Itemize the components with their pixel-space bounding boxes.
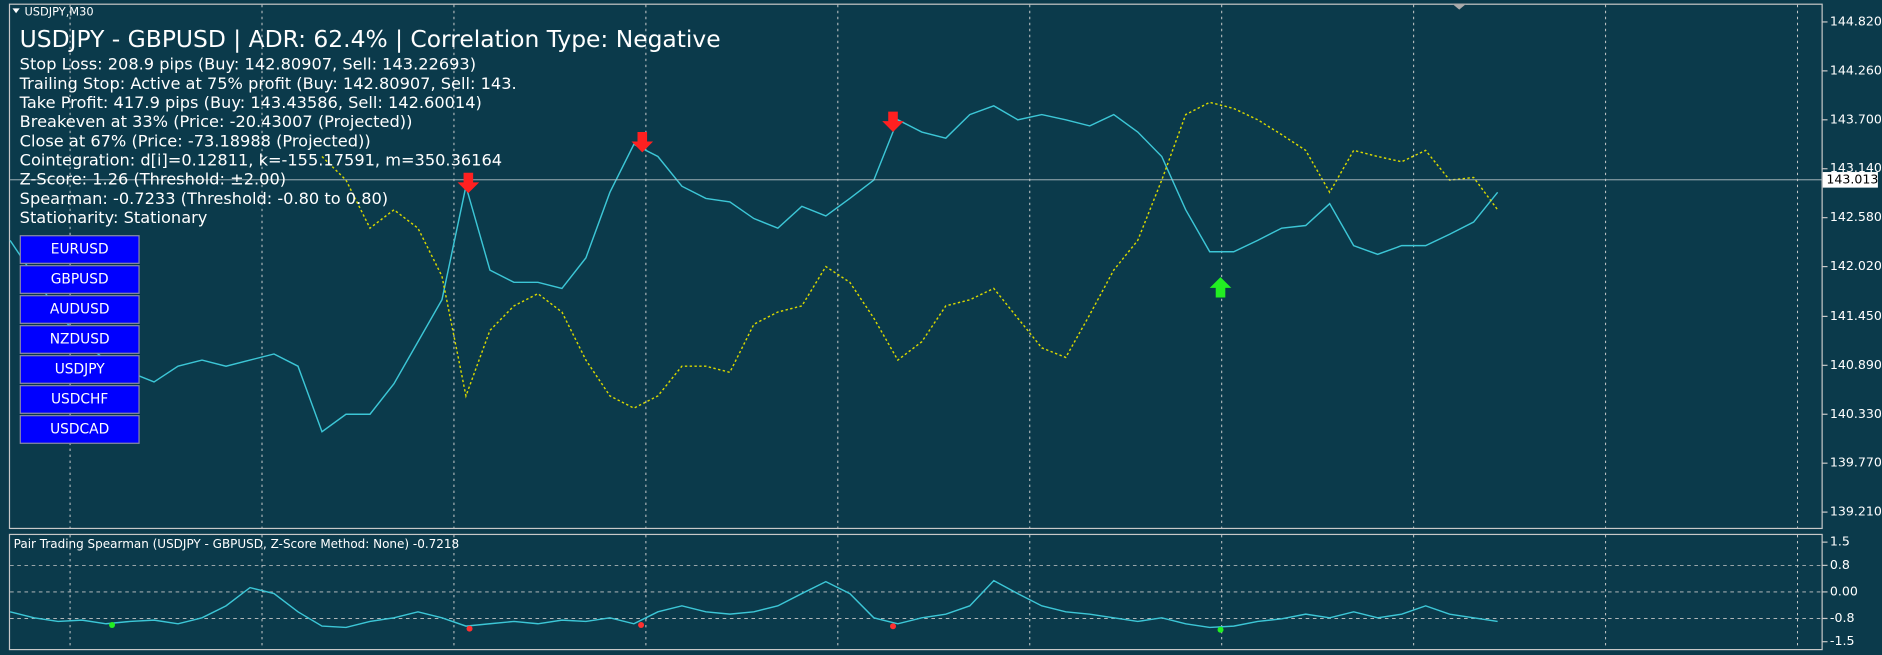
info-line: Stationarity: Stationary [20,208,208,227]
button-label: USDJPY [55,361,106,377]
indicator-label: Pair Trading Spearman (USDJPY - GBPUSD, … [14,537,459,551]
y-tick-label: 139.210 [1830,504,1882,519]
indicator-dot [638,622,645,629]
signals [109,111,1232,633]
symbol-button[interactable]: GBPUSD [19,265,140,294]
y-tick-label: 144.820 [1830,13,1882,28]
info-line: Trailing Stop: Active at 75% profit (Buy… [19,74,517,93]
y-tick-label: 0.00 [1830,583,1858,598]
sell-arrow [882,111,904,132]
button-label: USDCHF [51,391,108,407]
symbol-button[interactable]: AUDUSD [19,295,140,324]
info-lines: Stop Loss: 208.9 pips (Buy: 142.80907, S… [19,55,517,228]
info-line: Take Profit: 417.9 pips (Buy: 143.43586,… [19,93,482,112]
symbol-button[interactable]: USDCAD [19,415,140,444]
button-face [19,415,140,444]
button-face [19,355,140,384]
y-tick-label: 142.020 [1830,258,1882,273]
y-tick-label: 140.890 [1830,357,1882,372]
y-tick-label: 0.8 [1830,557,1850,572]
info-title: USDJPY - GBPUSD | ADR: 62.4% | Correlati… [20,25,721,53]
info-line: Close at 67% (Price: -73.18988 (Projecte… [20,131,371,150]
button-face [19,235,140,264]
info-line: Breakeven at 33% (Price: -20.43007 (Proj… [20,112,413,131]
current-price-label: 143.013 [1826,171,1878,186]
button-face [19,295,140,324]
y-tick-label: 1.5 [1830,534,1850,549]
symbol-button[interactable]: NZDUSD [19,325,140,354]
button-label: GBPUSD [51,272,109,288]
pair-line [321,101,1499,409]
button-face [19,325,140,354]
plots: 144.820 144.260 143.700 143.140 142.580 142.0… [9,13,1882,648]
shift-marker [1452,3,1467,10]
indicator-dot [109,622,116,629]
info-line: Cointegration: d[i]=0.12811, k=-155.1759… [20,151,502,170]
y-tick-label: 143.140 [1830,160,1882,175]
button-face [19,385,140,414]
button-label: AUDUSD [50,302,110,318]
button-label: EURUSD [51,242,109,258]
y-tick-label: 141.450 [1830,308,1882,323]
y-tick-label: -0.8 [1830,610,1855,625]
spearman-line [9,579,1498,629]
y-tick-label: 144.260 [1830,62,1882,77]
y-tick-label: 140.330 [1830,406,1882,421]
y-tick-label: -1.5 [1830,633,1855,648]
symbol-button[interactable]: EURUSD [19,235,140,264]
price-line [9,105,1499,433]
y-tick-label: 139.770 [1830,455,1882,470]
y-tick-label: 143.700 [1830,111,1882,126]
info-line: Stop Loss: 208.9 pips (Buy: 142.80907, S… [20,55,476,74]
symbol-button[interactable]: USDCHF [19,385,140,414]
indicator-dot [1217,626,1224,633]
sell-arrow [457,172,480,194]
time-grid [69,4,1799,650]
button-face [19,265,140,294]
button-label: USDCAD [50,421,109,437]
indicator-dot [466,625,473,632]
button-label: NZDUSD [50,331,110,347]
buy-arrow [1209,277,1232,298]
symbol-button[interactable]: USDJPY [19,355,140,384]
sell-arrow [631,131,654,153]
symbol-buttons: EURUSD GBPUSD AUDUSD NZDUSD USDJPY USDCHF USDC… [19,235,140,444]
menu-arrow[interactable] [12,8,20,14]
info-line: Z-Score: 1.26 (Threshold: ±2.00) [20,170,286,189]
window-title: USDJPY,M30 [24,5,93,19]
indicator-dot [890,623,897,630]
y-tick-label: 142.580 [1830,209,1882,224]
current-price-box [1822,172,1878,188]
info-line: Spearman: -0.7233 (Threshold: -0.80 to 0… [20,189,388,208]
